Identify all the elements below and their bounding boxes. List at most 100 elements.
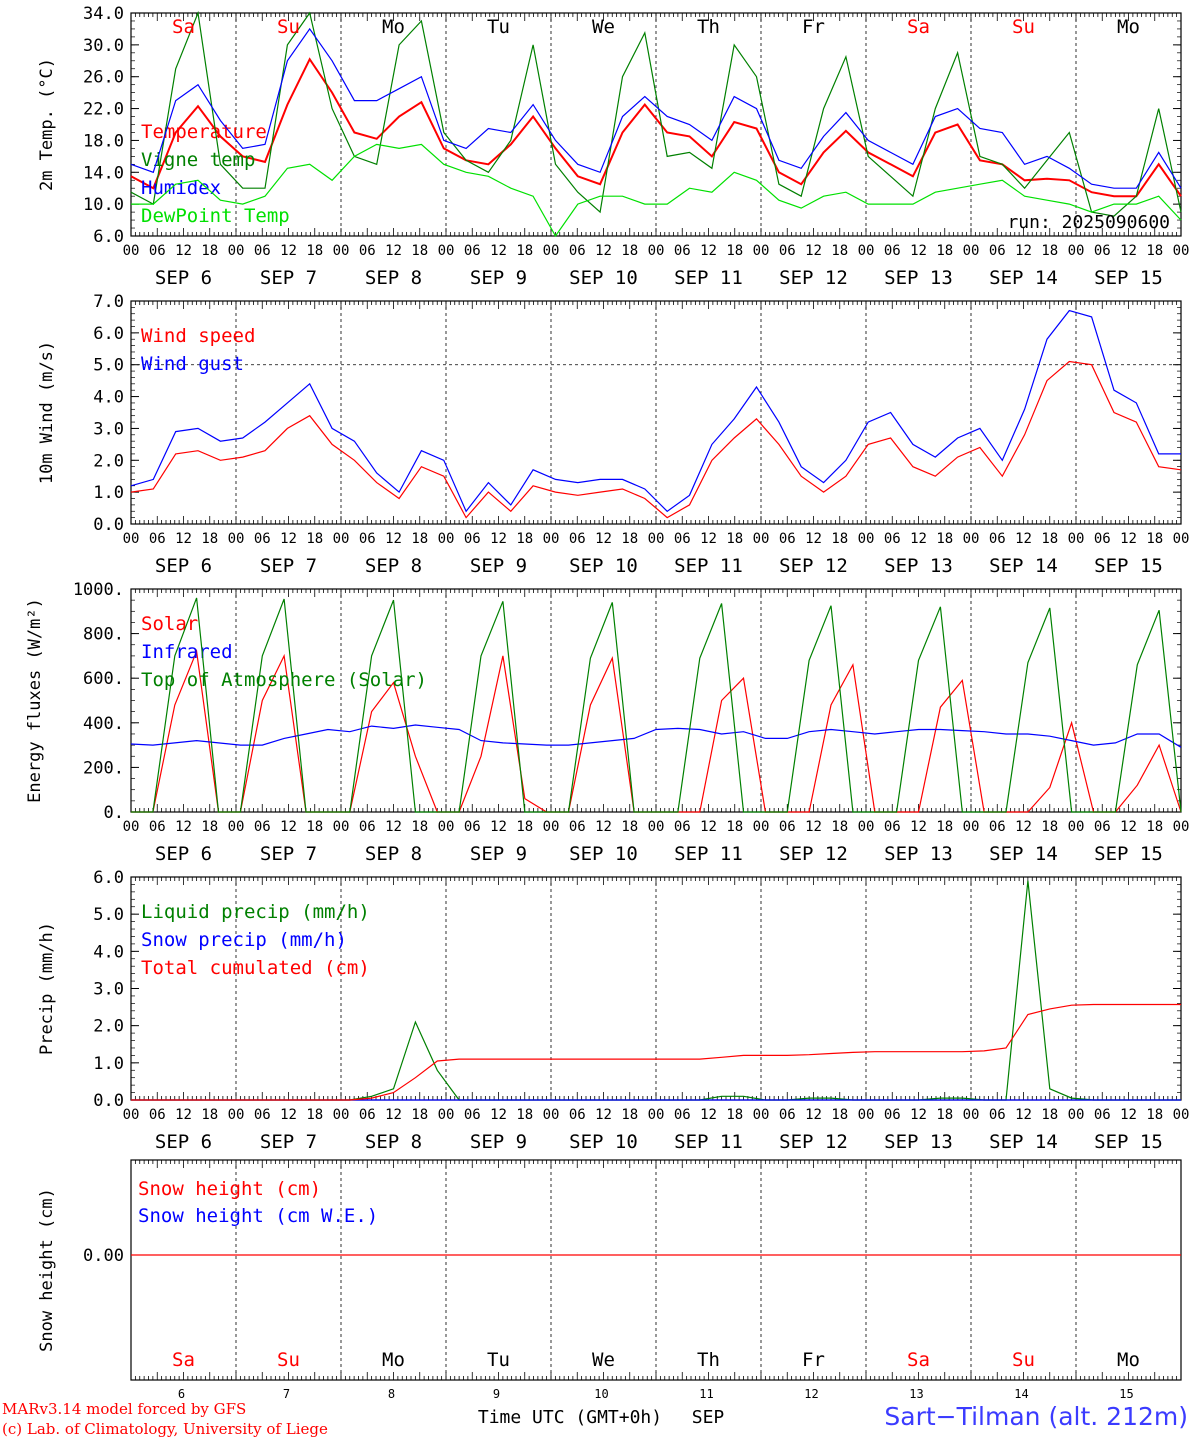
hour-tick-label: 12 — [490, 531, 507, 547]
bottom-weekday-label: Mo — [1117, 1349, 1140, 1371]
date-label: SEP 13 — [884, 843, 953, 865]
hour-tick-label: 12 — [1015, 243, 1032, 259]
hour-tick-label: 18 — [411, 819, 428, 835]
date-label: SEP 8 — [365, 1131, 422, 1153]
day-number-label: 13 — [909, 1387, 923, 1401]
hour-tick-label: 00 — [333, 819, 350, 835]
hour-tick-label: 06 — [359, 1107, 376, 1123]
hour-tick-label: 12 — [805, 1107, 822, 1123]
day-number-label: 8 — [388, 1387, 395, 1401]
hour-tick-label: 00 — [333, 243, 350, 259]
date-label: SEP 8 — [365, 843, 422, 865]
month-label: SEP — [692, 1407, 725, 1428]
hour-tick-label: 12 — [280, 1107, 297, 1123]
hour-tick-label: 06 — [989, 531, 1006, 547]
weekday-label: Th — [697, 16, 720, 38]
hour-tick-label: 00 — [228, 531, 245, 547]
y-tick-label: 0.0 — [93, 1091, 124, 1111]
hour-tick-label: 18 — [1146, 531, 1163, 547]
y-tick-label: 26.0 — [83, 68, 124, 88]
y-tick-label: 3.0 — [93, 419, 124, 439]
y-tick-label: 0.0 — [93, 515, 124, 535]
hour-tick-label: 00 — [228, 1107, 245, 1123]
hour-tick-label: 06 — [884, 243, 901, 259]
series-line-1-3 — [130, 27, 1182, 189]
date-label: SEP 15 — [1094, 843, 1163, 865]
hour-tick-label: 18 — [831, 819, 848, 835]
hour-tick-label: 00 — [228, 819, 245, 835]
y-axis-label: Snow height (cm) — [37, 1188, 57, 1352]
hour-tick-label: 12 — [175, 1107, 192, 1123]
hour-tick-label: 18 — [516, 243, 533, 259]
hour-tick-label: 06 — [569, 243, 586, 259]
bottom-weekday-label: Sa — [172, 1349, 195, 1371]
hour-tick-label: 12 — [490, 819, 507, 835]
hour-tick-label: 00 — [1068, 531, 1085, 547]
station-name: Sart−Tilman (alt. 212m) — [884, 1402, 1188, 1431]
hour-tick-label: 12 — [910, 531, 927, 547]
hour-tick-label: 00 — [858, 243, 875, 259]
y-tick-label: 0.00 — [83, 1246, 124, 1266]
date-label: SEP 15 — [1094, 1131, 1163, 1153]
series-line-1-4 — [131, 143, 1182, 238]
date-label: SEP 12 — [779, 843, 848, 865]
hour-tick-label: 18 — [516, 531, 533, 547]
hour-tick-label: 00 — [123, 819, 140, 835]
hour-tick-label: 06 — [884, 819, 901, 835]
legend-entry: Solar — [141, 613, 198, 635]
y-tick-label: 0. — [104, 803, 124, 823]
y-axis-label: 10m Wind (m/s) — [37, 341, 57, 484]
bottom-weekday-label: Tu — [487, 1349, 510, 1371]
hour-tick-label: 00 — [1173, 819, 1190, 835]
weekday-label: Fr — [802, 16, 825, 38]
hour-tick-label: 00 — [1068, 243, 1085, 259]
hour-tick-label: 06 — [779, 531, 796, 547]
date-label: SEP 9 — [470, 555, 527, 577]
y-tick-label: 5.0 — [93, 905, 124, 925]
hour-tick-label: 06 — [569, 1107, 586, 1123]
y-tick-label: 14.0 — [83, 163, 124, 183]
hour-tick-label: 06 — [884, 531, 901, 547]
hour-tick-label: 12 — [910, 243, 927, 259]
series-line-1-1 — [130, 57, 1182, 198]
hour-tick-label: 18 — [306, 819, 323, 835]
bottom-weekday-label: Mo — [382, 1349, 405, 1371]
day-number-label: 14 — [1014, 1387, 1028, 1401]
hour-tick-label: 18 — [621, 243, 638, 259]
date-label: SEP 10 — [569, 1131, 638, 1153]
date-label: SEP 11 — [674, 843, 743, 865]
hour-tick-label: 12 — [280, 819, 297, 835]
date-label: SEP 7 — [260, 555, 317, 577]
panel-1: 6.0 10.0 14.0 18.0 22.0 26.0 30.0 34.0 2m Temp. … — [37, 4, 1189, 289]
date-label: SEP 8 — [365, 555, 422, 577]
y-tick-label: 10.0 — [83, 195, 124, 215]
date-label: SEP 10 — [569, 267, 638, 289]
date-label: SEP 11 — [674, 267, 743, 289]
hour-tick-label: 06 — [464, 1107, 481, 1123]
legend-entry: Snow height (cm) — [138, 1178, 321, 1200]
date-label: SEP 7 — [260, 843, 317, 865]
hour-tick-label: 12 — [1120, 531, 1137, 547]
hour-tick-label: 00 — [438, 531, 455, 547]
hour-tick-label: 12 — [1015, 819, 1032, 835]
legend-entry: Wind speed — [141, 325, 255, 347]
hour-tick-label: 00 — [543, 819, 560, 835]
hour-tick-label: 18 — [516, 1107, 533, 1123]
panel-2: 0.0 1.0 2.0 3.0 4.0 5.0 6.0 7.0 10m Wind (m/s) Wi… — [37, 292, 1189, 577]
hour-tick-label: 18 — [621, 819, 638, 835]
hour-tick-label: 18 — [936, 243, 953, 259]
hour-tick-label: 12 — [1120, 1107, 1137, 1123]
hour-tick-label: 18 — [306, 243, 323, 259]
hour-tick-label: 18 — [1041, 243, 1058, 259]
day-number-label: 11 — [699, 1387, 713, 1401]
hour-tick-label: 18 — [516, 819, 533, 835]
weekday-label: Sa — [172, 16, 195, 38]
weekday-label: Sa — [907, 16, 930, 38]
hour-tick-label: 18 — [1041, 531, 1058, 547]
hour-tick-label: 18 — [831, 531, 848, 547]
hour-tick-label: 06 — [674, 1107, 691, 1123]
y-tick-label: 6.0 — [93, 324, 124, 344]
weekday-label: Su — [277, 16, 300, 38]
y-tick-label: 4.0 — [93, 388, 124, 408]
date-label: SEP 10 — [569, 555, 638, 577]
